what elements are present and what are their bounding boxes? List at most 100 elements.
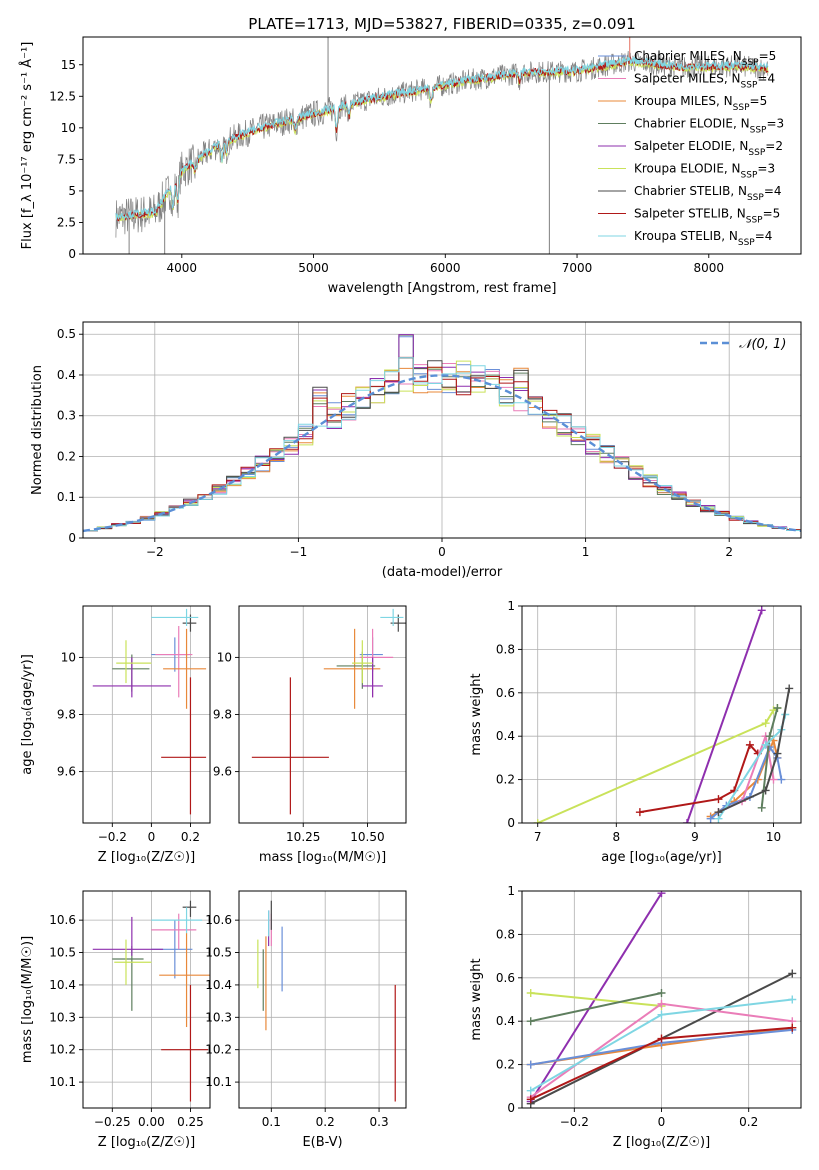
weight-point-kroupa-elodie — [761, 719, 770, 728]
y-tick-label: 0.4 — [57, 368, 76, 382]
legend-label-kroupa-elodie: Kroupa ELODIE, NSSP=3 — [634, 162, 775, 181]
x-tick-label: −1 — [290, 545, 308, 559]
y-axis-label: mass weight — [469, 673, 484, 755]
y-tick-label: 5 — [68, 184, 76, 198]
y-tick-label: 9.6 — [57, 765, 76, 779]
y-tick-label: 0.4 — [496, 1014, 515, 1028]
weight-point-kroupa-stelib — [761, 740, 770, 749]
plot-area — [526, 891, 797, 1108]
x-tick-label: 6000 — [430, 261, 461, 275]
y-tick-label: 15 — [61, 58, 76, 72]
x-tick-label: 0.2 — [181, 830, 200, 844]
weight-point-chabrier-elodie — [773, 703, 782, 712]
weight-point-salpeter-stelib — [635, 808, 644, 817]
legend-label-subscript: SSP — [750, 126, 767, 136]
legend-label-subscript: SSP — [741, 171, 758, 181]
y-tick-label: 10.5 — [205, 946, 232, 960]
y-tick-label: 9.8 — [57, 708, 76, 722]
x-axis-label: E(B-V) — [302, 1135, 342, 1150]
axes-frame — [82, 890, 211, 1109]
x-tick-label: 0 — [438, 545, 446, 559]
observed-spectrum-line — [115, 50, 769, 238]
plot-area — [115, 37, 769, 254]
x-tick-label: 5000 — [298, 261, 329, 275]
x-tick-label: 0.3 — [370, 1115, 389, 1129]
y-tick-label: 0.5 — [57, 327, 76, 341]
legend-label-count: =2 — [765, 139, 783, 153]
y-tick-label: 10.1 — [205, 1075, 232, 1089]
weight-point-chabrier-miles — [777, 775, 786, 784]
y-axis-label: mass [log₁₀(M/M☉)] — [20, 936, 35, 1063]
y-tick-label: 1 — [507, 884, 515, 898]
plot-area — [251, 608, 406, 815]
x-tick-label: 1 — [582, 545, 590, 559]
y-tick-label: 10.2 — [205, 1043, 232, 1057]
y-tick-label: 0 — [507, 816, 515, 830]
weight-line-chabrier-elodie — [530, 992, 662, 1023]
weight-point-salpeter-miles — [657, 999, 666, 1008]
axes-frame — [521, 605, 802, 824]
legend-label-count: =3 — [766, 117, 784, 131]
x-tick-label: 0 — [658, 1115, 666, 1129]
legend-label-subscript: SSP — [746, 216, 763, 226]
weight-point-kroupa-stelib — [526, 1086, 535, 1095]
weight-point-salpeter-elodie — [683, 819, 692, 823]
y-tick-label: 7.5 — [57, 152, 76, 166]
y-tick-label: 0 — [68, 247, 76, 261]
legend-label-count: =4 — [755, 229, 773, 243]
legend-label-kroupa-miles: Kroupa MILES, NSSP=5 — [634, 94, 767, 113]
weight-line-kroupa-elodie — [537, 707, 778, 823]
x-tick-label: 10 — [766, 830, 781, 844]
x-tick-label: 7000 — [562, 261, 593, 275]
weight-point-chabrier-miles — [526, 1060, 535, 1069]
y-tick-label: 10.6 — [205, 913, 232, 927]
y-tick-label: 0.2 — [496, 1058, 515, 1072]
y-tick-label: 0.8 — [496, 927, 515, 941]
x-tick-label: 4000 — [167, 261, 198, 275]
y-tick-label: 0.6 — [496, 971, 515, 985]
y-tick-label: 10.3 — [49, 1010, 76, 1024]
residuals-panel: 𝒩(0, 1) −2 −1 0 1 2 0 0.1 0.2 0.3 0.4 0.5 (data-mode… — [30, 321, 802, 580]
legend-label-subscript: SSP — [733, 103, 750, 113]
weight-point-salpeter-elodie — [757, 606, 766, 615]
x-tick-label: −0.2 — [560, 1115, 589, 1129]
weight-point-kroupa-stelib — [657, 1010, 666, 1019]
legend-label-chabrier-miles: Chabrier MILES, NSSP=5 — [634, 49, 776, 68]
y-tick-label: 9.6 — [213, 765, 232, 779]
plot-area — [92, 900, 210, 1102]
y-tick-label: 0.1 — [57, 490, 76, 504]
weight-point-chabrier-miles — [706, 814, 715, 823]
x-tick-label: 0.25 — [177, 1115, 204, 1129]
legend-label-count: =5 — [759, 49, 777, 63]
weight-vs-age-panel: 7 8 9 10 0 0.2 0.4 0.6 0.8 1 age [log₁₀(age/yr)] ma… — [469, 599, 802, 865]
legend-label-prefix: Chabrier MILES, N — [634, 49, 742, 63]
legend-label-subscript: SSP — [741, 81, 758, 91]
legend-label-subscript: SSP — [742, 58, 759, 68]
weight-point-kroupa-elodie — [533, 819, 542, 823]
y-axis-label: Flux [f_λ 10⁻¹⁷ erg cm⁻² s⁻¹ Å⁻¹] — [19, 42, 35, 250]
x-tick-label: 8 — [612, 830, 620, 844]
legend-label-count: =4 — [764, 184, 782, 198]
plot-area — [533, 606, 794, 823]
weight-point-salpeter-stelib — [788, 1023, 797, 1032]
y-tick-label: 2.5 — [57, 215, 76, 229]
x-axis-label: (data-model)/error — [382, 565, 503, 580]
legend-label-count: =4 — [757, 72, 775, 86]
plot-area — [83, 334, 801, 533]
x-axis-label: mass [log₁₀(M/M☉)] — [259, 850, 386, 865]
mass-vs-ebv-panel: 0.1 0.2 0.3 10.1 10.2 10.3 10.4 10.5 10.6 E(B-V) — [205, 890, 407, 1150]
y-tick-label: 10.5 — [49, 946, 76, 960]
legend-label-count: =5 — [750, 94, 768, 108]
y-tick-label: 0.3 — [57, 409, 76, 423]
legend-label-subscript: SSP — [748, 148, 765, 158]
y-tick-label: 10.3 — [205, 1010, 232, 1024]
weight-point-chabrier-stelib — [714, 808, 723, 817]
x-tick-label: 10.50 — [350, 830, 384, 844]
weight-line-chabrier-stelib — [718, 688, 791, 814]
weight-point-chabrier-stelib — [788, 969, 797, 978]
age-vs-mass-panel: 10.25 10.50 9.6 9.8 10 mass [log₁₀(M/M☉)] — [213, 605, 407, 865]
mass-vs-metallicity-panel: −0.25 0.00 0.25 10.1 10.2 10.3 10.4 10.5 10.6 Z [… — [20, 890, 211, 1150]
legend-label-prefix: Chabrier STELIB, N — [634, 184, 747, 198]
x-tick-label: 8000 — [694, 261, 725, 275]
